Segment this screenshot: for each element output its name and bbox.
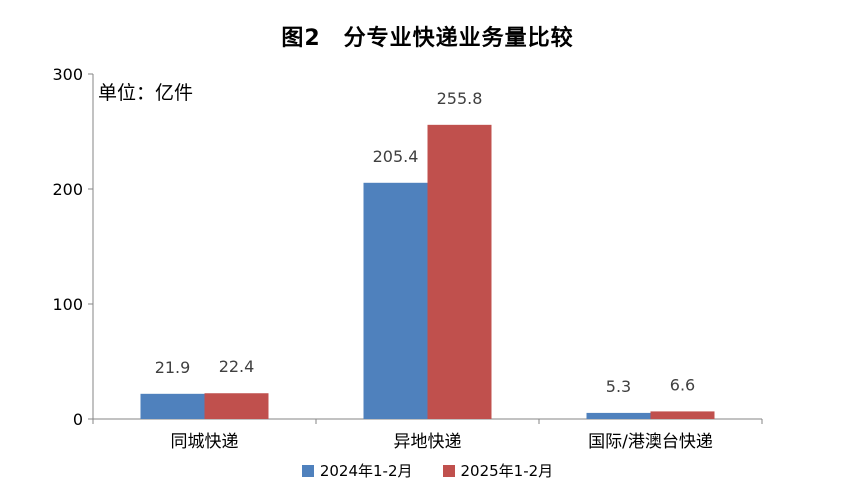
bar: [427, 124, 492, 419]
data-label: 5.3: [606, 377, 631, 396]
chart-title: 图2 分专业快递业务量比较: [281, 26, 574, 51]
bar: [140, 393, 205, 419]
bar: [204, 393, 269, 419]
data-label: 22.4: [219, 357, 255, 376]
legend-item-2025: 2025年1-2月: [442, 460, 554, 481]
x-tick-label: 国际/港澳台快递: [588, 432, 713, 452]
data-label: 21.9: [155, 358, 191, 377]
legend-swatch-2024: [301, 464, 314, 477]
bar: [363, 182, 428, 419]
data-label: 255.8: [437, 89, 483, 108]
y-tick-label: 200: [52, 180, 83, 199]
legend-item-2024: 2024年1-2月: [301, 460, 413, 481]
legend-swatch-2025: [442, 464, 455, 477]
y-tick-label: 100: [52, 295, 83, 314]
bar: [650, 411, 715, 419]
y-tick-label: 300: [52, 65, 83, 84]
legend-label-2025: 2025年1-2月: [460, 462, 554, 480]
data-label: 205.4: [373, 147, 419, 166]
legend-label-2024: 2024年1-2月: [319, 462, 413, 480]
legend: 2024年1-2月 2025年1-2月: [0, 460, 855, 481]
y-tick-label: 0: [73, 410, 83, 429]
bar: [586, 412, 651, 419]
x-tick-label: 异地快递: [394, 432, 462, 452]
x-tick-label: 同城快递: [171, 432, 239, 452]
unit-label: 单位：亿件: [98, 82, 194, 104]
data-label: 6.6: [670, 375, 695, 394]
